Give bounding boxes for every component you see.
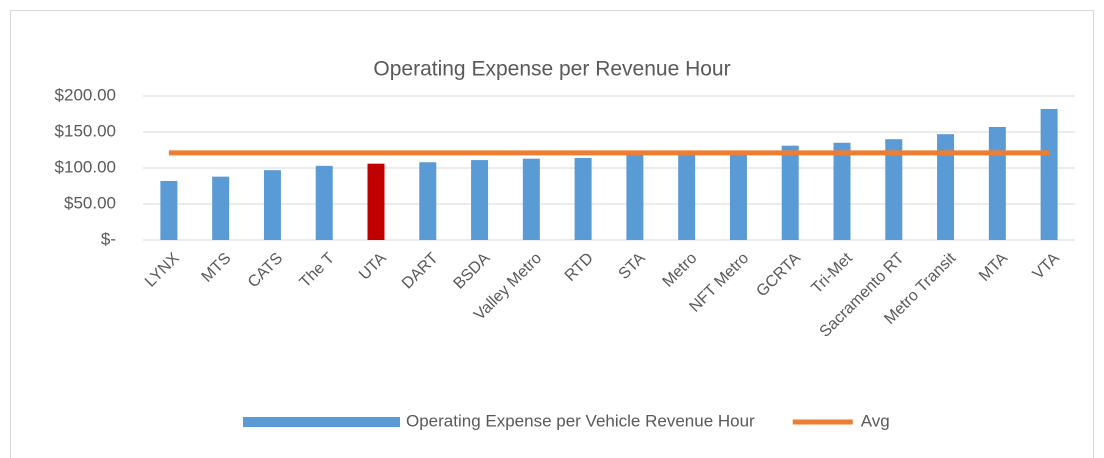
bar [160,180,178,240]
y-tick-label: $50.00 [64,193,116,212]
legend-label: Operating Expense per Vehicle Revenue Ho… [406,411,755,430]
bar [937,134,955,240]
bar [885,139,903,240]
bar [419,162,437,240]
bar [522,158,540,240]
bar [678,152,696,240]
bar [263,170,281,240]
legend-swatch [243,417,400,427]
bar [212,176,230,240]
y-tick-label: $100.00 [55,157,116,176]
bar [626,152,644,240]
bar [988,126,1006,240]
chart-title: Operating Expense per Revenue Hour [373,58,730,81]
bar [729,152,747,240]
y-tick-label: $- [101,229,116,248]
bar [471,160,489,240]
chart-border [10,10,1094,458]
bar [833,142,851,240]
legend-label: Avg [861,411,890,430]
bar [574,157,592,240]
bar [315,165,333,240]
y-tick-label: $150.00 [55,121,116,140]
bar [781,145,799,240]
bar [367,163,385,240]
bar [1040,108,1058,241]
y-tick-label: $200.00 [55,85,116,104]
